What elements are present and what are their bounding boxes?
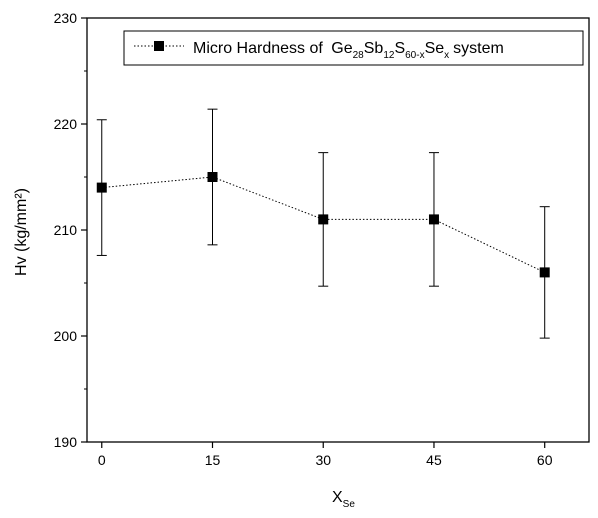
x-tick-label: 60 bbox=[537, 452, 553, 468]
legend-label: Micro Hardness of Ge28Sb12S60-xSex system bbox=[193, 40, 504, 61]
series-line bbox=[101, 176, 545, 273]
y-tick-label: 210 bbox=[54, 222, 78, 238]
series-layer bbox=[96, 108, 550, 339]
y-tick-label: 200 bbox=[54, 328, 78, 344]
x-tick-label: 30 bbox=[315, 452, 331, 468]
data-point bbox=[96, 182, 107, 193]
x-tick-label: 0 bbox=[98, 452, 106, 468]
x-tick-label: 45 bbox=[426, 452, 442, 468]
data-point bbox=[318, 214, 329, 225]
y-tick-label: 190 bbox=[54, 434, 78, 450]
y-axis-title: Hv (kg/mm²) bbox=[13, 188, 30, 276]
legend-marker-square bbox=[154, 41, 164, 51]
legend-box bbox=[123, 30, 584, 66]
y-axis-ticks: 190 200 210 220 230 bbox=[54, 10, 87, 450]
data-point bbox=[428, 214, 439, 225]
y-tick-label: 220 bbox=[54, 116, 78, 132]
legend: Micro Hardness of Ge28Sb12S60-xSex system bbox=[123, 30, 584, 66]
plot-frame bbox=[86, 17, 590, 443]
x-axis-ticks: 0 15 30 45 60 bbox=[98, 442, 553, 468]
x-tick-label: 15 bbox=[205, 452, 221, 468]
data-point bbox=[539, 267, 550, 278]
x-axis-title: XSe bbox=[332, 489, 355, 510]
y-tick-label: 230 bbox=[54, 10, 78, 26]
data-point bbox=[207, 172, 218, 182]
